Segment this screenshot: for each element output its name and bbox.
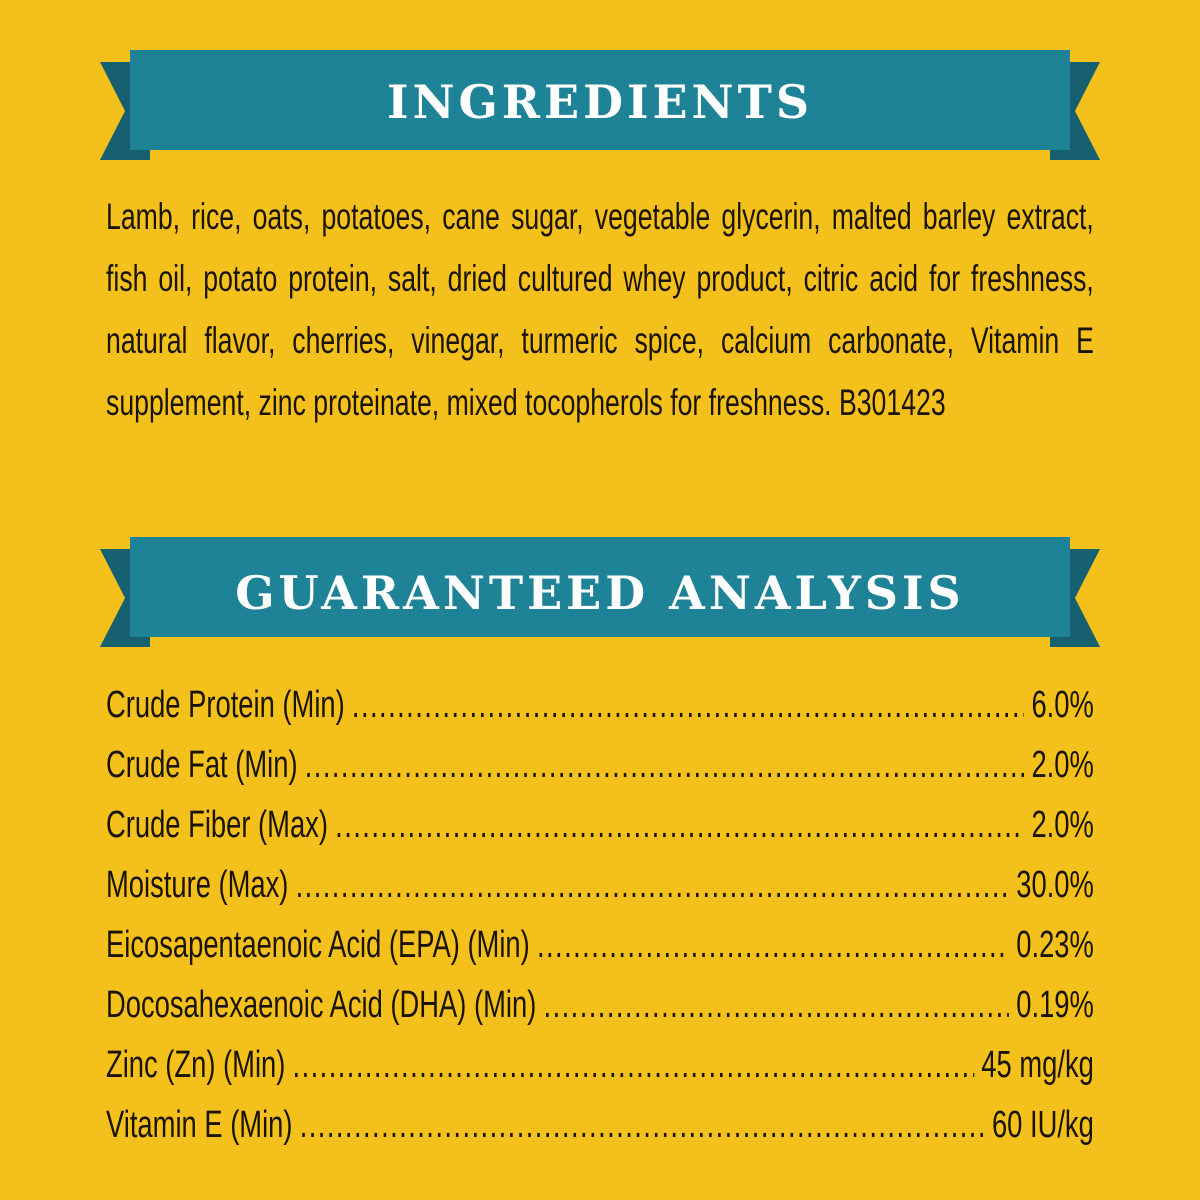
nutrient-label: Eicosapentaenoic Acid (EPA) (Min) (106, 924, 530, 966)
nutrient-value: 2.0% (1031, 744, 1094, 786)
dot-leader (537, 915, 1009, 975)
analysis-row: Crude Protein (Min) 6.0% (106, 675, 1094, 735)
nutrient-label: Moisture (Max) (106, 864, 289, 906)
ingredients-text: Lamb, rice, oats, potatoes, cane sugar, … (106, 196, 1094, 423)
analysis-banner: GUARANTEED ANALYSIS (100, 537, 1100, 647)
nutrient-value: 45 mg/kg (981, 1044, 1094, 1086)
nutrient-label: Crude Fiber (Max) (106, 804, 328, 846)
analysis-row: Eicosapentaenoic Acid (EPA) (Min) 0.23% (106, 915, 1094, 975)
ingredients-banner: INGREDIENTS (100, 50, 1100, 160)
dot-leader (352, 675, 1024, 735)
dot-leader (305, 735, 1025, 795)
nutrient-value: 0.19% (1016, 984, 1094, 1026)
section-title: INGREDIENTS (387, 75, 813, 129)
analysis-row: Crude Fiber (Max) 2.0% (106, 795, 1094, 855)
analysis-row: Zinc (Zn) (Min) 45 mg/kg (106, 1035, 1094, 1095)
analysis-row: Moisture (Max) 30.0% (106, 855, 1094, 915)
analysis-table: Crude Protein (Min) 6.0% Crude Fat (Min) 2.… (106, 675, 1094, 1155)
nutrient-label: Crude Protein (Min) (106, 684, 345, 726)
nutrient-value: 0.23% (1016, 924, 1094, 966)
nutrient-value: 6.0% (1031, 684, 1094, 726)
section-title: GUARANTEED ANALYSIS (235, 566, 965, 620)
dot-leader (296, 855, 1009, 915)
dot-leader (335, 795, 1024, 855)
dot-leader (293, 1035, 975, 1095)
nutrient-label: Vitamin E (Min) (106, 1104, 293, 1146)
nutrient-value: 60 IU/kg (991, 1104, 1094, 1146)
dot-leader (544, 975, 1010, 1035)
dot-leader (300, 1095, 985, 1155)
analysis-row: Crude Fat (Min) 2.0% (106, 735, 1094, 795)
nutrient-value: 30.0% (1016, 864, 1094, 906)
analysis-row: Vitamin E (Min) 60 IU/kg (106, 1095, 1094, 1155)
nutrient-value: 2.0% (1031, 804, 1094, 846)
analysis-row: Docosahexaenoic Acid (DHA) (Min) 0.19% (106, 975, 1094, 1035)
nutrient-label: Docosahexaenoic Acid (DHA) (Min) (106, 984, 537, 1026)
nutrient-label: Zinc (Zn) (Min) (106, 1044, 286, 1086)
nutrient-label: Crude Fat (Min) (106, 744, 298, 786)
